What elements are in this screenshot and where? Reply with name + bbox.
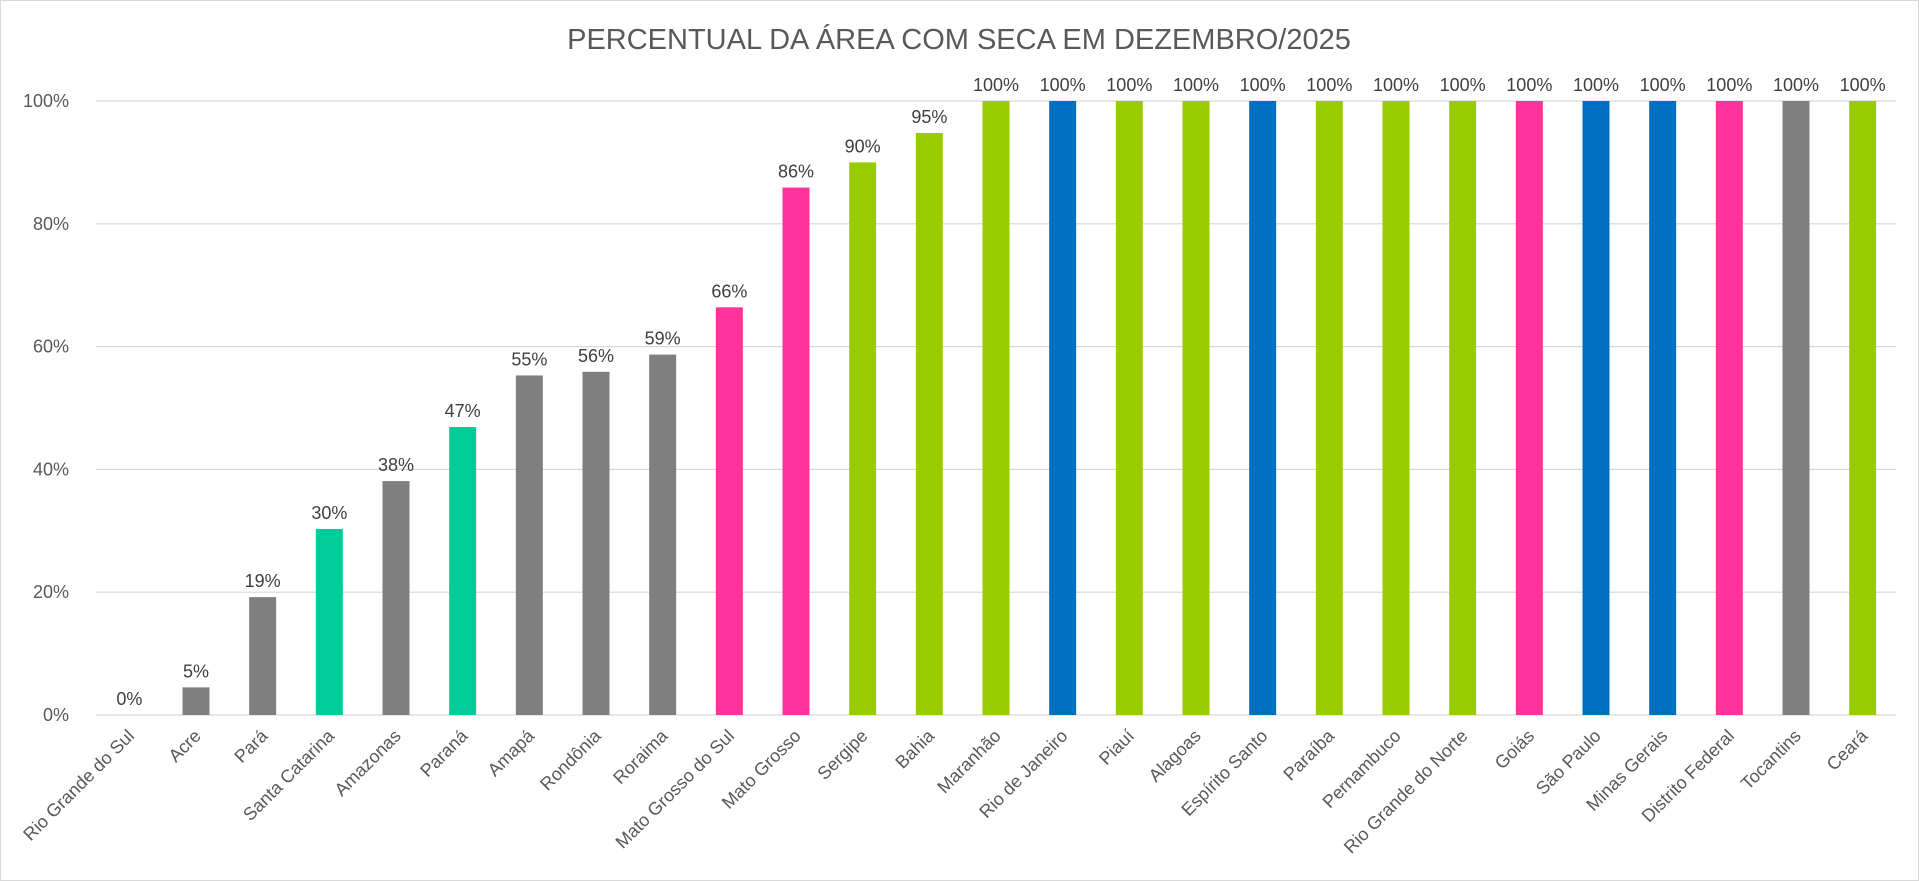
bar <box>1715 101 1743 715</box>
data-label: 47% <box>445 401 481 421</box>
x-tick-label: Paraná <box>416 725 472 781</box>
bar <box>1115 101 1143 715</box>
x-tick-label: Pará <box>230 725 272 767</box>
bar <box>1849 101 1877 715</box>
data-label: 90% <box>845 136 881 156</box>
data-label: 86% <box>778 162 814 182</box>
data-label: 0% <box>116 689 142 709</box>
data-label: 100% <box>1573 75 1619 95</box>
data-label: 100% <box>1240 75 1286 95</box>
data-label: 30% <box>311 503 347 523</box>
bars <box>182 101 1877 716</box>
x-tick-label: Tocantins <box>1737 726 1805 794</box>
data-label: 100% <box>1306 75 1352 95</box>
chart-title: PERCENTUAL DA ÁREA COM SECA EM DEZEMBRO/… <box>567 23 1351 56</box>
bar <box>449 427 477 715</box>
data-label: 100% <box>1173 75 1219 95</box>
x-tick-label: Maranhão <box>933 726 1004 797</box>
data-label: 66% <box>711 281 747 301</box>
data-label: 19% <box>245 571 281 591</box>
x-tick-label: Rio Grande do Sul <box>19 726 138 845</box>
bar <box>1249 101 1277 715</box>
data-label: 5% <box>183 661 209 681</box>
data-label: 100% <box>1706 75 1752 95</box>
x-tick-label: Rondônia <box>536 725 605 794</box>
bar <box>382 481 410 715</box>
bar <box>982 101 1010 715</box>
bar <box>649 354 677 715</box>
x-tick-label: Ceará <box>1823 725 1873 775</box>
data-label: 100% <box>1640 75 1686 95</box>
y-tick-label: 60% <box>33 337 69 357</box>
data-label: 100% <box>1506 75 1552 95</box>
bar <box>1315 101 1343 715</box>
x-tick-label: Piauí <box>1095 726 1138 769</box>
bar <box>1782 101 1810 715</box>
x-tick-label: Alagoas <box>1145 726 1205 786</box>
bar <box>715 307 743 715</box>
data-label: 100% <box>1106 75 1152 95</box>
bar <box>1182 101 1210 715</box>
bar <box>582 371 610 715</box>
x-tick-label: Goiás <box>1491 726 1538 773</box>
data-label: 59% <box>645 329 681 349</box>
data-label: 55% <box>511 349 547 369</box>
data-label: 100% <box>973 75 1019 95</box>
data-label: 100% <box>1840 75 1886 95</box>
bar <box>249 597 277 715</box>
data-label: 56% <box>578 346 614 366</box>
bar <box>315 528 343 715</box>
y-tick-label: 20% <box>33 582 69 602</box>
x-tick-label: Acre <box>165 726 205 766</box>
x-tick-label: Sergipe <box>813 726 871 784</box>
data-label: 100% <box>1773 75 1819 95</box>
data-labels: 0% 5% 19% 30% 38% 47% 55% 56% 59% 66% 86% 90% 95% 100… <box>116 75 1885 709</box>
data-label: 100% <box>1440 75 1486 95</box>
y-tick-label: 100% <box>23 91 69 111</box>
bar <box>1515 101 1543 715</box>
x-tick-label: Bahia <box>891 725 938 772</box>
x-tick-label: Rio Grande do Norte <box>1340 726 1472 858</box>
x-tick-label: Mato Grosso do Sul <box>612 726 739 853</box>
bar <box>1382 101 1410 715</box>
bar <box>1449 101 1477 715</box>
x-tick-label: Amazonas <box>331 726 405 800</box>
data-label: 38% <box>378 455 414 475</box>
x-tick-label: Amapá <box>484 725 539 780</box>
y-tick-label: 0% <box>43 705 69 725</box>
bar <box>915 132 943 716</box>
bar <box>1049 101 1077 715</box>
bar <box>182 687 210 715</box>
bar <box>782 187 810 716</box>
y-tick-label: 40% <box>33 459 69 479</box>
x-tick-label: São Paulo <box>1532 726 1605 799</box>
data-label: 100% <box>1040 75 1086 95</box>
data-label: 100% <box>1373 75 1419 95</box>
y-tick-label: 80% <box>33 214 69 234</box>
x-tick-label: Paraíba <box>1279 725 1338 784</box>
bar <box>1582 101 1610 715</box>
y-axis-ticks: 0% 20% 40% 60% 80% 100% <box>23 91 69 725</box>
x-tick-label: Roraima <box>609 725 672 788</box>
data-label: 95% <box>911 107 947 127</box>
bar <box>849 162 877 715</box>
bar <box>1649 101 1677 715</box>
bar <box>515 375 543 715</box>
